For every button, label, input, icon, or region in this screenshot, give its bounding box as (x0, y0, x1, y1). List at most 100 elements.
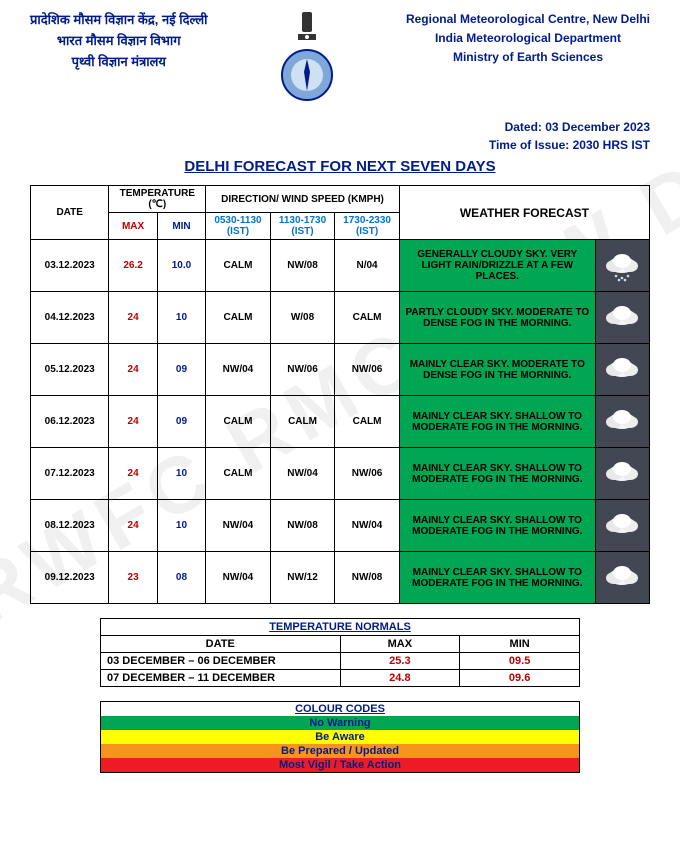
eng-line-2: India Meteorological Department (406, 29, 650, 48)
max-temp-cell: 23 (109, 552, 157, 604)
normals-date-header: DATE (101, 636, 341, 653)
weather-forecast-cell: GENERALLY CLOUDY SKY. VERY LIGHT RAIN/DR… (399, 240, 595, 292)
min-header: MIN (157, 213, 205, 240)
max-header: MAX (109, 213, 157, 240)
weather-forecast-cell: MAINLY CLEAR SKY. SHALLOW TO MODERATE FO… (399, 500, 595, 552)
wind-slot3-cell: NW/06 (335, 344, 400, 396)
hindi-line-3: पृथ्वी विज्ञान मंत्रालय (30, 52, 208, 73)
dated-label: Dated: 03 December 2023 (30, 118, 650, 136)
min-temp-cell: 10 (157, 448, 205, 500)
colour-code-row: Be Aware (101, 730, 580, 744)
weather-icon-cell (595, 500, 649, 552)
wind-slot3-cell: NW/08 (335, 552, 400, 604)
min-temp-cell: 09 (157, 344, 205, 396)
weather-icon-cell (595, 448, 649, 500)
weather-icon-cell (595, 240, 649, 292)
wind-slot1-cell: CALM (206, 292, 271, 344)
date-cell: 03.12.2023 (31, 240, 109, 292)
forecast-table: DATE TEMPERATURE (℃) DIRECTION/ WIND SPE… (30, 185, 650, 604)
wind-slot2-cell: CALM (270, 396, 335, 448)
normals-max-cell: 25.3 (340, 653, 460, 670)
imd-seal-icon (280, 48, 334, 102)
normals-min-cell: 09.5 (460, 653, 580, 670)
colour-code-row: Most Vigil / Take Action (101, 758, 580, 773)
table-row: 07 DECEMBER – 11 DECEMBER24.809.6 (101, 670, 580, 687)
time-of-issue: Time of Issue: 2030 HRS IST (30, 136, 650, 154)
colour-codes-table: COLOUR CODES No WarningBe AwareBe Prepar… (100, 701, 580, 773)
wind-slot3-cell: NW/04 (335, 500, 400, 552)
weather-icon-cell (595, 292, 649, 344)
max-temp-cell: 24 (109, 292, 157, 344)
eng-line-1: Regional Meteorological Centre, New Delh… (406, 10, 650, 29)
normals-title: TEMPERATURE NORMALS (101, 619, 580, 636)
min-temp-cell: 10.0 (157, 240, 205, 292)
max-temp-cell: 24 (109, 448, 157, 500)
date-cell: 07.12.2023 (31, 448, 109, 500)
wind-slot1-cell: NW/04 (206, 552, 271, 604)
slot2-header: 1130-1730 (IST) (270, 213, 335, 240)
min-temp-cell: 10 (157, 500, 205, 552)
weather-forecast-cell: PARTLY CLOUDY SKY. MODERATE TO DENSE FOG… (399, 292, 595, 344)
colour-code-label: Be Prepared / Updated (101, 744, 580, 758)
table-row: 08.12.20232410NW/04NW/08NW/04MAINLY CLEA… (31, 500, 650, 552)
max-temp-cell: 24 (109, 396, 157, 448)
normals-range-cell: 03 DECEMBER – 06 DECEMBER (101, 653, 341, 670)
hindi-line-1: प्रादेशिक मौसम विज्ञान केंद्र, नई दिल्ली (30, 10, 208, 31)
table-row: 09.12.20232308NW/04NW/12NW/08MAINLY CLEA… (31, 552, 650, 604)
eng-line-3: Ministry of Earth Sciences (406, 48, 650, 67)
wind-slot2-cell: NW/12 (270, 552, 335, 604)
date-cell: 09.12.2023 (31, 552, 109, 604)
wind-slot1-cell: CALM (206, 396, 271, 448)
min-temp-cell: 10 (157, 292, 205, 344)
english-org-block: Regional Meteorological Centre, New Delh… (406, 10, 650, 68)
wind-slot1-cell: NW/04 (206, 500, 271, 552)
hindi-line-2: भारत मौसम विज्ञान विभाग (30, 31, 208, 52)
normals-range-cell: 07 DECEMBER – 11 DECEMBER (101, 670, 341, 687)
table-row: 07.12.20232410CALMNW/04NW/06MAINLY CLEAR… (31, 448, 650, 500)
max-temp-cell: 24 (109, 344, 157, 396)
colour-code-label: Most Vigil / Take Action (101, 758, 580, 773)
wind-slot1-cell: NW/04 (206, 344, 271, 396)
wind-slot3-cell: CALM (335, 396, 400, 448)
table-row: 03 DECEMBER – 06 DECEMBER25.309.5 (101, 653, 580, 670)
weather-forecast-cell: MAINLY CLEAR SKY. SHALLOW TO MODERATE FO… (399, 552, 595, 604)
weather-forecast-cell: MAINLY CLEAR SKY. MODERATE TO DENSE FOG … (399, 344, 595, 396)
wind-slot3-cell: N/04 (335, 240, 400, 292)
wind-slot2-cell: NW/06 (270, 344, 335, 396)
colour-codes-title: COLOUR CODES (101, 702, 580, 717)
wind-slot3-cell: CALM (335, 292, 400, 344)
table-row: 03.12.202326.210.0CALMNW/08N/04GENERALLY… (31, 240, 650, 292)
weather-forecast-header: WEATHER FORECAST (399, 186, 649, 240)
date-cell: 06.12.2023 (31, 396, 109, 448)
wind-slot1-cell: CALM (206, 448, 271, 500)
wind-slot3-cell: NW/06 (335, 448, 400, 500)
colour-code-label: Be Aware (101, 730, 580, 744)
wind-header: DIRECTION/ WIND SPEED (KMPH) (206, 186, 400, 213)
colour-code-label: No Warning (101, 716, 580, 730)
table-row: 06.12.20232409CALMCALMCALMMAINLY CLEAR S… (31, 396, 650, 448)
weather-forecast-cell: MAINLY CLEAR SKY. SHALLOW TO MODERATE FO… (399, 448, 595, 500)
wind-slot2-cell: NW/08 (270, 500, 335, 552)
national-emblem-icon (280, 10, 334, 106)
normals-max-cell: 24.8 (340, 670, 460, 687)
colour-code-row: No Warning (101, 716, 580, 730)
min-temp-cell: 08 (157, 552, 205, 604)
slot1-header: 0530-1130 (IST) (206, 213, 271, 240)
wind-slot2-cell: W/08 (270, 292, 335, 344)
date-cell: 04.12.2023 (31, 292, 109, 344)
hindi-org-block: प्रादेशिक मौसम विज्ञान केंद्र, नई दिल्ली… (30, 10, 208, 72)
temperature-normals-table: TEMPERATURE NORMALS DATE MAX MIN 03 DECE… (100, 618, 580, 687)
weather-icon-cell (595, 552, 649, 604)
normals-min-cell: 09.6 (460, 670, 580, 687)
page-title: DELHI FORECAST FOR NEXT SEVEN DAYS (30, 158, 650, 175)
issue-date-block: Dated: 03 December 2023 Time of Issue: 2… (30, 118, 650, 154)
colour-code-row: Be Prepared / Updated (101, 744, 580, 758)
weather-icon-cell (595, 344, 649, 396)
min-temp-cell: 09 (157, 396, 205, 448)
table-row: 05.12.20232409NW/04NW/06NW/06MAINLY CLEA… (31, 344, 650, 396)
date-cell: 05.12.2023 (31, 344, 109, 396)
weather-forecast-cell: MAINLY CLEAR SKY. SHALLOW TO MODERATE FO… (399, 396, 595, 448)
temp-header: TEMPERATURE (℃) (109, 186, 206, 213)
max-temp-cell: 24 (109, 500, 157, 552)
table-row: 04.12.20232410CALMW/08CALMPARTLY CLOUDY … (31, 292, 650, 344)
